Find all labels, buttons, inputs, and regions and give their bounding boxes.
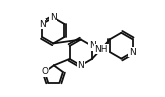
Text: N: N	[89, 42, 95, 50]
Text: O: O	[41, 68, 48, 76]
Text: NH: NH	[94, 45, 108, 54]
Text: N: N	[77, 61, 84, 70]
Text: N: N	[129, 48, 136, 57]
Text: N: N	[50, 13, 57, 22]
Text: N: N	[39, 19, 45, 29]
